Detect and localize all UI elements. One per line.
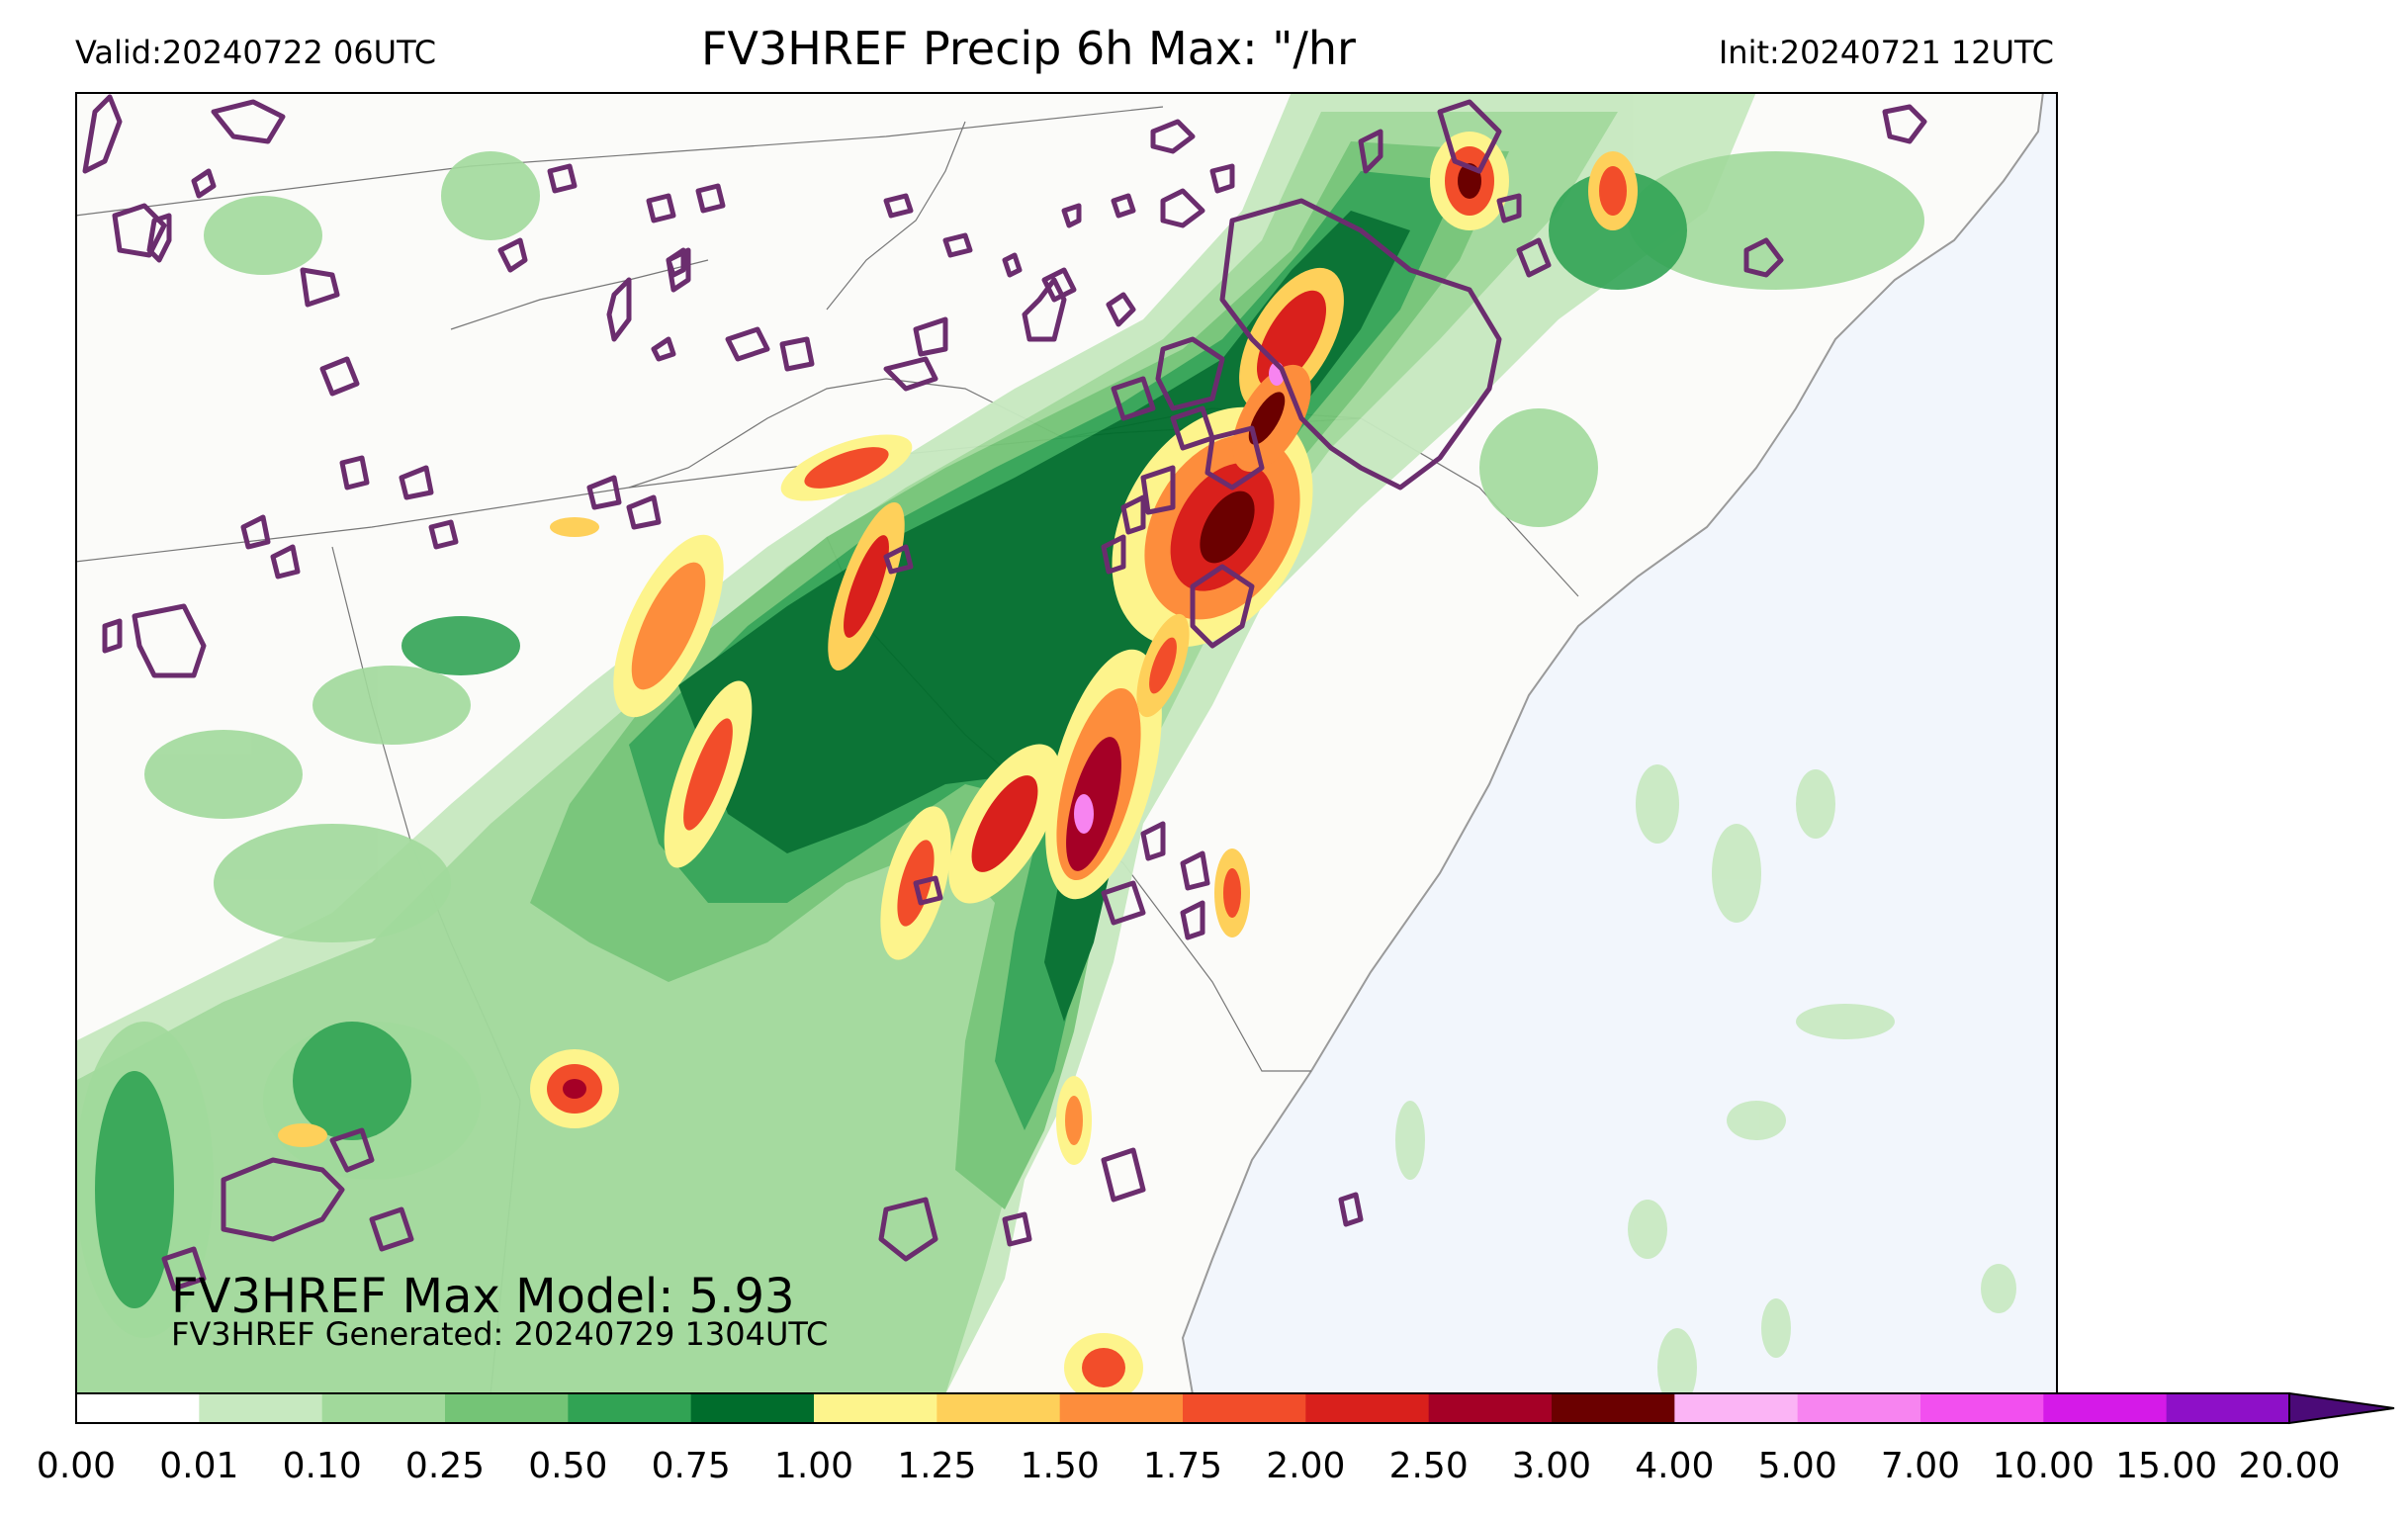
colorbar-tick-label: 2.50 [1388,1446,1469,1486]
coastline [1181,92,2044,1394]
colorbar-tick-label: 4.00 [1635,1446,1715,1486]
colorbar-tick-label: 0.25 [404,1446,486,1486]
colorbar-tick-label: 0.75 [651,1446,731,1486]
purple-contours [82,94,1927,1292]
precip-map [75,92,2058,1394]
colorbar-tick-label: 20.00 [2238,1446,2341,1486]
colorbar-swatch [1059,1393,1184,1423]
colorbar-swatch [814,1393,937,1423]
colorbar-swatch [1552,1393,1675,1423]
colorbar-tick-label: 5.00 [1757,1446,1837,1486]
colorbar-swatch [1305,1393,1430,1423]
colorbar-swatch [199,1393,323,1423]
colorbar-swatch [1920,1393,2044,1423]
colorbar-tick-label: 1.00 [773,1446,854,1486]
colorbar-swatch [2043,1393,2168,1423]
colorbar-swatch [1428,1393,1553,1423]
valid-time-label: Valid:20240722 06UTC [75,34,437,71]
generated-annotation: FV3HREF Generated: 20240729 1304UTC [171,1315,829,1353]
colorbar-swatch [1674,1393,1799,1423]
colorbar-tick-label: 15.00 [2115,1446,2218,1486]
colorbar-swatch [76,1393,200,1423]
colorbar-swatch [445,1393,569,1423]
colorbar-swatch [1183,1393,1306,1423]
page-title: FV3HREF Precip 6h Max: "/hr [701,22,1356,75]
colorbar-swatch [568,1393,692,1423]
precip-field [75,92,2016,1394]
colorbar-tick-label: 0.50 [528,1446,608,1486]
colorbar-tick-label: 0.01 [159,1446,239,1486]
colorbar-swatch [690,1393,815,1423]
colorbar-tick-label: 0.00 [36,1446,117,1486]
colorbar [75,1392,2395,1425]
colorbar-tick-label: 1.25 [897,1446,977,1486]
colorbar-tick-label: 2.00 [1266,1446,1346,1486]
colorbar-swatch [321,1393,446,1423]
colorbar-swatch [1797,1393,1921,1423]
colorbar-tick-label: 3.00 [1511,1446,1592,1486]
init-time-label: Init:20240721 12UTC [1718,34,2054,71]
colorbar-tick-label: 0.10 [282,1446,362,1486]
ocean-area [1183,92,2058,1394]
colorbar-swatch [936,1393,1061,1423]
max-model-annotation: FV3HREF Max Model: 5.93 [171,1269,795,1324]
colorbar-extend-arrow [2288,1392,2395,1425]
colorbar-tick-label: 1.75 [1142,1446,1223,1486]
colorbar-tick-label: 7.00 [1880,1446,1961,1486]
colorbar-tick-label: 10.00 [1992,1446,2095,1486]
colorbar-tick-label: 1.50 [1020,1446,1100,1486]
colorbar-swatch [2166,1393,2290,1423]
